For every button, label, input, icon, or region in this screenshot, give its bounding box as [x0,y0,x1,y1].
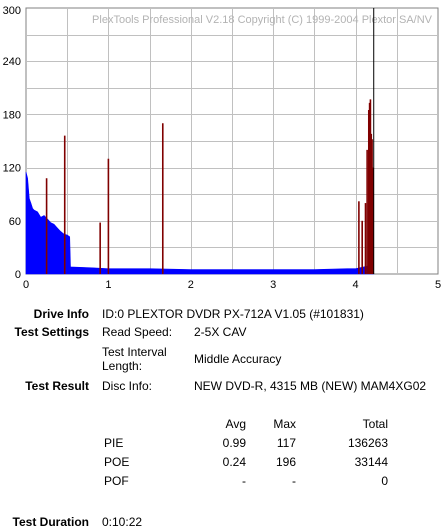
x-tick-label: 0 [23,279,29,291]
test-duration-label: Test Duration [12,515,89,529]
test-settings-label: Test Settings [14,325,89,339]
y-tick-label: 0 [15,269,21,281]
y-tick-label: 180 [3,109,21,121]
stats-row-name: POF [104,474,129,488]
disc-info-label: Disc Info: [102,379,153,393]
y-tick-label: 240 [3,56,21,68]
chart-title: PlexTools Professional V2.18 Copyright (… [92,14,433,26]
drive-info-label: Drive Info [33,307,89,321]
pie-area [25,171,375,275]
interval-label-line2: Length: [102,359,143,373]
read-speed-value: 2-5X CAV [194,325,247,339]
stats-row-max: 196 [275,455,296,469]
error-chart: PlexTools Professional V2.18 Copyright (… [3,5,441,291]
disc-info-value: NEW DVD-R, 4315 MB (NEW) MAM4XG02 [194,379,427,393]
stats-row-total: 136263 [347,436,388,450]
y-axis-ticks: 0 60 120 180 240 300 [3,5,21,281]
stats-header-avg: Avg [225,417,246,431]
x-axis-ticks: 0 1 2 3 4 5 [23,279,441,291]
x-tick-label: 5 [435,279,441,291]
test-result-label: Test Result [25,379,89,393]
x-tick-label: 4 [353,279,359,291]
read-speed-label: Read Speed: [102,325,173,339]
x-tick-label: 3 [270,279,276,291]
poe-series [45,99,374,274]
stats-row-name: PIE [104,436,124,450]
stats-row-total: 0 [381,474,388,488]
stats-row-max: - [292,474,296,488]
interval-value: Middle Accuracy [194,352,282,366]
stats-header-max: Max [273,417,296,431]
stats-row-max: 117 [276,436,296,450]
y-tick-label: 60 [9,216,21,228]
stats-row-avg: - [242,474,246,488]
y-tick-label: 300 [3,5,21,17]
stats-row-total: 33144 [354,455,388,469]
interval-label-line1: Test Interval [102,345,167,359]
test-duration-value: 0:10:22 [102,515,143,529]
x-tick-label: 1 [105,279,111,291]
stats-row-avg: 0.99 [222,436,246,450]
pie-series [25,171,375,275]
stats-row-avg: 0.24 [222,455,246,469]
y-tick-label: 120 [3,163,21,175]
drive-info-value: ID:0 PLEXTOR DVDR PX-712A V1.05 (#101831… [102,307,364,321]
x-tick-label: 2 [188,279,194,291]
stats-row-name: POE [104,455,130,469]
stats-header-total: Total [362,417,388,431]
